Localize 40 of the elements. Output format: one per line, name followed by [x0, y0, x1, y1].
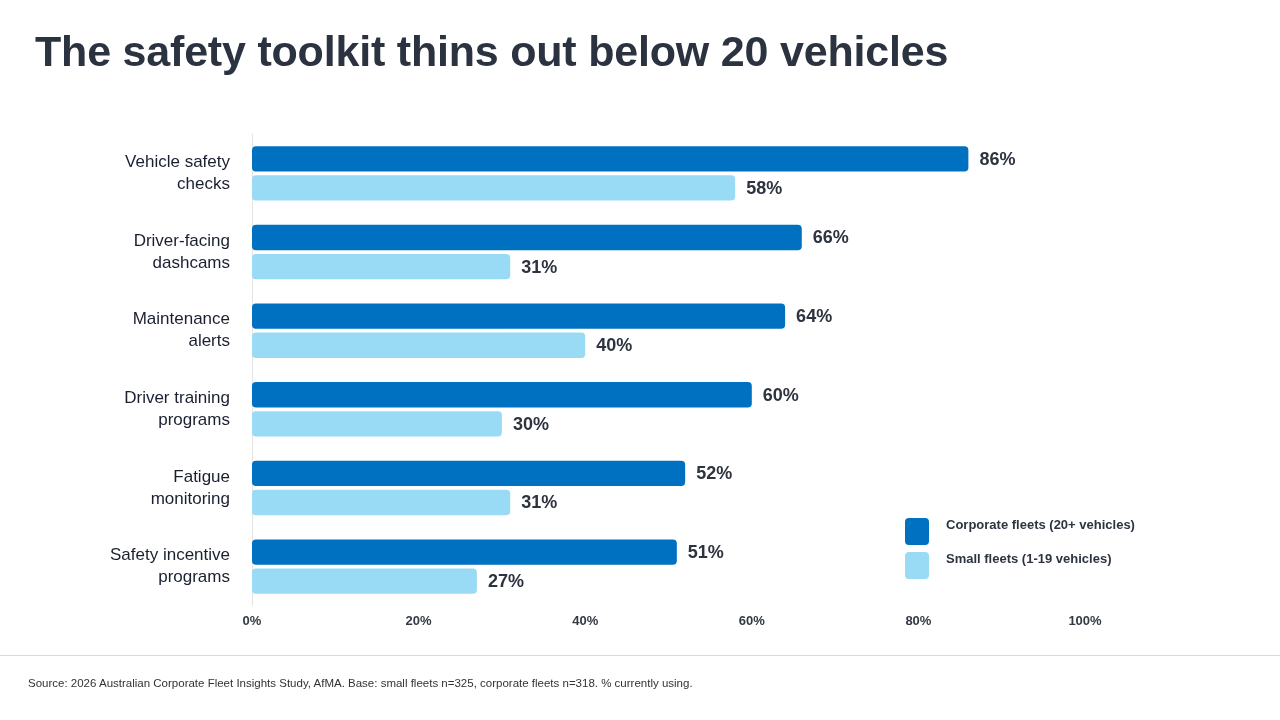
bar — [252, 489, 511, 516]
y-tick-label: Vehicle safety checks — [125, 152, 231, 194]
bar — [252, 332, 586, 358]
y-tick-label: Safety incentive programs — [109, 545, 230, 587]
y-tick-label: Driver-facing dashcams — [133, 230, 230, 272]
legend-label: Corporate fleets (20+ vehicles) — [946, 517, 1135, 533]
data-label: 27% — [487, 571, 524, 592]
data-label: 30% — [512, 413, 549, 434]
x-tick-label: 20% — [405, 613, 433, 629]
bar — [252, 539, 677, 565]
bar — [252, 224, 802, 251]
bar — [252, 568, 477, 594]
y-tick-label: Driver training programs — [124, 387, 230, 430]
data-label: 58% — [746, 177, 783, 198]
bar — [252, 411, 502, 437]
data-label: 64% — [796, 306, 833, 327]
data-label: 52% — [696, 463, 733, 484]
data-label: 40% — [596, 335, 633, 356]
bar — [252, 460, 686, 487]
data-label: 86% — [979, 148, 1016, 169]
y-tick-label: Maintenance alerts — [132, 309, 230, 351]
x-tick-label: 0% — [242, 613, 262, 629]
chart-title: The safety toolkit thins out below 20 vehicles — [35, 27, 949, 76]
x-tick-label: 40% — [572, 613, 599, 629]
data-label: 51% — [687, 542, 724, 562]
bar — [252, 146, 969, 172]
y-tick-label: Fatigue monitoring — [150, 466, 230, 508]
bar — [252, 175, 736, 201]
x-tick-label: 100% — [1068, 613, 1103, 629]
source-note: Source: 2026 Australian Corporate Fleet Insights Study, AfMA. Base: small fleets n=325, corporate fleets n=318. % currently using. — [28, 677, 693, 689]
legend-label: Small fleets (1-19 vehicles) — [946, 551, 1112, 567]
data-label: 66% — [812, 227, 849, 248]
x-tick-label: 80% — [905, 613, 932, 629]
data-label: 31% — [521, 492, 558, 513]
bar — [252, 253, 511, 280]
x-tick-label: 60% — [738, 613, 766, 629]
data-label: 60% — [762, 384, 799, 405]
data-label: 31% — [521, 256, 558, 277]
bar — [252, 382, 752, 408]
bar — [252, 303, 786, 329]
